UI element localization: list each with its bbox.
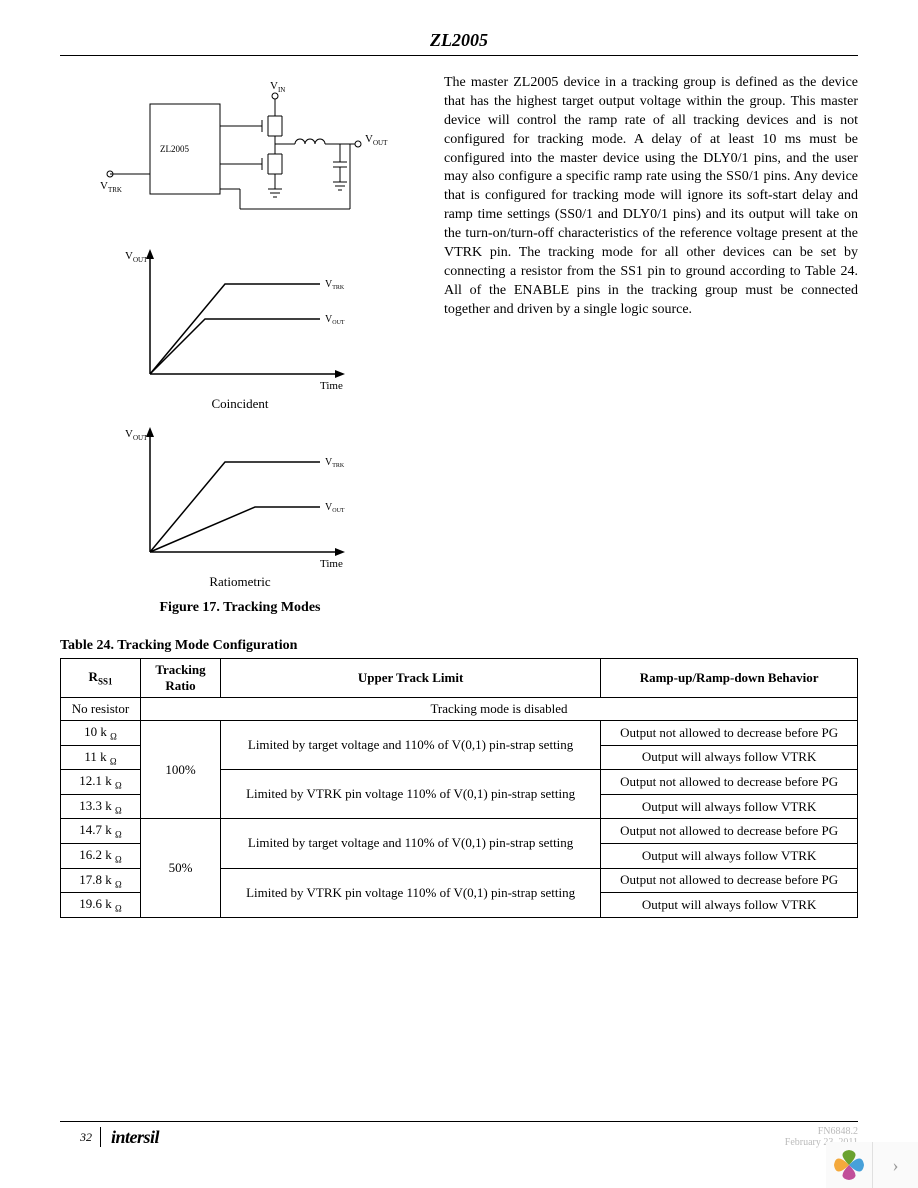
svg-text:Time: Time: [320, 380, 343, 392]
graph-coincident: VOUT Time VTRK VOUT: [110, 244, 370, 394]
viewer-widget[interactable]: ›: [826, 1142, 918, 1188]
table-row: 10 k Ω 100% Limited by target voltage an…: [61, 721, 858, 746]
svg-text:VTRK: VTRK: [325, 279, 345, 291]
table-row: 14.7 k Ω 50% Limited by target voltage a…: [61, 819, 858, 844]
th-ratio: Tracking Ratio: [141, 659, 221, 698]
svg-text:Time: Time: [320, 558, 343, 570]
figure-caption: Figure 17. Tracking Modes: [60, 600, 420, 616]
circuit-diagram: ZL2005 VTRK VIN: [90, 74, 390, 244]
th-behavior: Ramp-up/Ramp-down Behavior: [601, 659, 858, 698]
viewer-logo-icon: [826, 1142, 872, 1188]
table-row: No resistor Tracking mode is disabled: [61, 698, 858, 721]
graph-ratiometric: VOUT Time VTRK VOUT: [110, 422, 370, 572]
figures-column: ZL2005 VTRK VIN: [60, 74, 420, 628]
page-title: ZL2005: [60, 30, 858, 51]
body-paragraph: The master ZL2005 device in a tracking g…: [444, 74, 858, 628]
footer-rule: [60, 1121, 858, 1122]
chip-label: ZL2005: [160, 144, 189, 154]
svg-text:VOUT: VOUT: [325, 502, 345, 514]
svg-text:VOUT: VOUT: [365, 133, 388, 147]
footer-divider: [100, 1127, 101, 1147]
svg-text:VOUT: VOUT: [125, 428, 148, 442]
graph2-caption: Ratiometric: [60, 574, 420, 590]
header-rule: [60, 55, 858, 56]
svg-text:VOUT: VOUT: [125, 250, 148, 264]
tracking-table: RSS1 Tracking Ratio Upper Track Limit Ra…: [60, 658, 858, 918]
th-rss1: RSS1: [61, 659, 141, 698]
svg-text:VTRK: VTRK: [100, 180, 122, 194]
table-title: Table 24. Tracking Mode Configuration: [60, 638, 858, 654]
svg-text:VIN: VIN: [270, 80, 285, 94]
svg-text:VTRK: VTRK: [325, 457, 345, 469]
th-limit: Upper Track Limit: [221, 659, 601, 698]
graph1-caption: Coincident: [60, 396, 420, 412]
svg-text:VOUT: VOUT: [325, 314, 345, 326]
page-number: 32: [60, 1130, 100, 1145]
footer-logo: intersil: [111, 1127, 159, 1148]
next-page-button[interactable]: ›: [872, 1142, 918, 1188]
